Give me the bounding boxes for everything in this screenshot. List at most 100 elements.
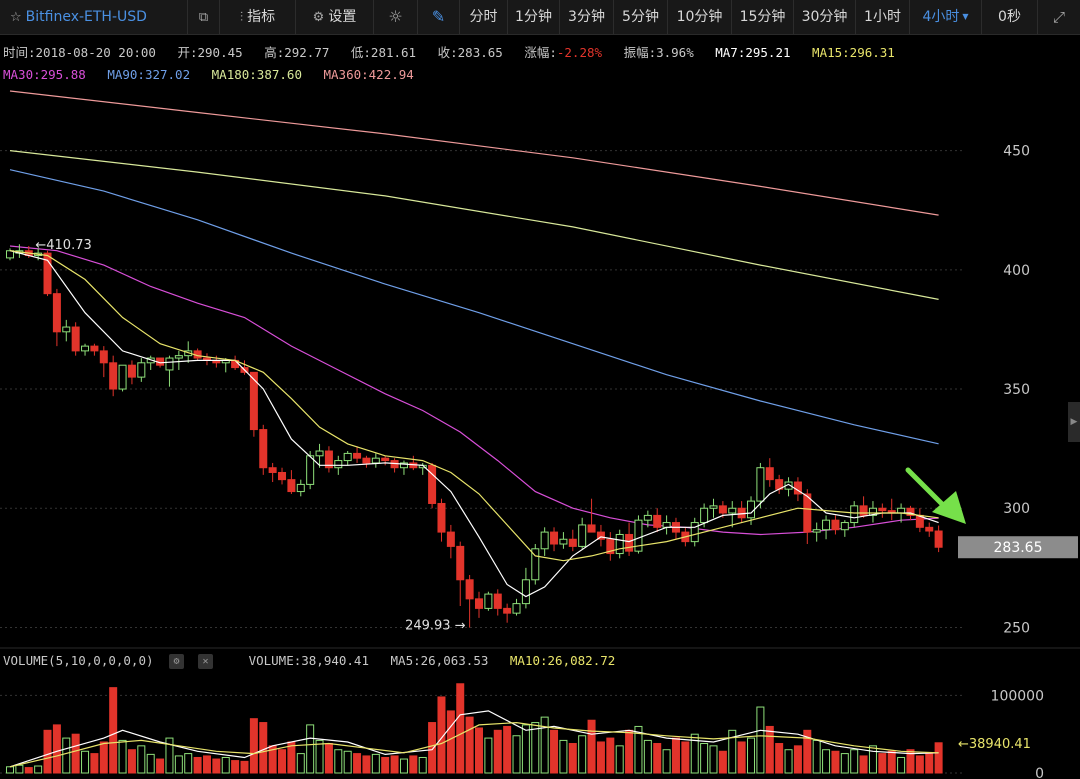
tab-timeframe-1h[interactable]: 1小时: [856, 0, 910, 34]
volume-bar: [90, 753, 99, 774]
volume-bar: [784, 749, 793, 774]
volume-bar: [399, 758, 408, 774]
volume-bar: [202, 755, 211, 774]
side-panel-toggle[interactable]: ▶: [1068, 402, 1080, 442]
candle-body: [559, 538, 568, 545]
countdown-label: 0秒: [998, 9, 1021, 25]
ma-line-ma7: [9, 250, 939, 598]
timeframe-label: 4小时: [922, 9, 960, 25]
share-button[interactable]: ⧉: [188, 0, 220, 34]
candle-body: [934, 530, 943, 548]
symbol-selector[interactable]: ☆ Bitfinex-ETH-USD: [0, 0, 188, 34]
volume-bar: [156, 758, 165, 774]
volume-bar: [587, 719, 596, 774]
volume-bar: [596, 741, 605, 774]
symbol-label: Bitfinex-ETH-USD: [25, 9, 147, 25]
candle-body: [859, 505, 868, 516]
candle-body: [568, 538, 577, 547]
volume-bar: [315, 739, 324, 774]
volume-bar: [521, 724, 530, 774]
volume-bar: [793, 745, 802, 774]
ma-line-ma15: [9, 250, 939, 562]
price-tick-label: 250: [1003, 620, 1030, 636]
volume-bar: [531, 722, 540, 774]
candle-body: [324, 450, 333, 469]
volume-bar: [362, 755, 371, 774]
share-icon: ⧉: [198, 10, 209, 25]
volume-bar: [418, 756, 427, 774]
candle-body: [503, 607, 512, 614]
candle-body: [690, 522, 699, 543]
volume-bar: [409, 755, 418, 774]
tab-timeframe-4h[interactable]: 4小时 ▼: [910, 0, 982, 34]
candle-body: [878, 507, 887, 512]
close-icon[interactable]: ✕: [198, 654, 214, 669]
tab-timeframe-1m[interactable]: 1分钟: [508, 0, 560, 34]
candle-body: [812, 529, 821, 533]
volume-bar: [231, 760, 240, 774]
volume-bar: [915, 755, 924, 774]
candle-body: [71, 326, 80, 352]
candle-body: [353, 452, 362, 459]
volume-bar: [127, 749, 136, 774]
volume-bar: [700, 743, 709, 774]
info-open: 开:290.45: [177, 45, 243, 60]
volume-bar: [99, 741, 108, 774]
settings-label: 设置: [328, 9, 357, 25]
candle-body: [118, 364, 127, 390]
volume-bar: [306, 724, 315, 774]
candle-body: [550, 531, 559, 545]
tab-timeframe-30m[interactable]: 30分钟: [794, 0, 856, 34]
timeframe-label: 1小时: [864, 9, 901, 25]
volume-bar: [840, 753, 849, 774]
star-icon[interactable]: ☆: [10, 10, 22, 25]
volume-bar: [568, 743, 577, 774]
volume-bar: [653, 743, 662, 774]
tab-timeframe-10m[interactable]: 10分钟: [668, 0, 732, 34]
gear-icon[interactable]: ⚙: [169, 654, 185, 669]
volume-bar: [343, 750, 352, 774]
theme-button[interactable]: ☼: [374, 0, 418, 34]
volume-bar: [765, 725, 774, 774]
fullscreen-icon: ⤢: [1052, 8, 1065, 26]
volume-bar: [446, 710, 455, 774]
tab-timeframe-3m[interactable]: 3分钟: [560, 0, 614, 34]
volume-bar: [193, 756, 202, 774]
indicators-button[interactable]: ⫶ 指标: [220, 0, 296, 34]
volume-bar: [34, 765, 43, 774]
draw-button[interactable]: ✎: [418, 0, 460, 34]
timeframe-label: 5分钟: [622, 9, 659, 25]
candle-body: [343, 452, 352, 462]
timeframe-label: 30分钟: [801, 9, 848, 25]
volume-tick-label: 100000: [991, 688, 1044, 704]
pencil-icon: ✎: [431, 7, 446, 26]
tab-timeframe-realtime[interactable]: 分时: [460, 0, 508, 34]
settings-button[interactable]: ⚙ 设置: [296, 0, 374, 34]
candle-body: [296, 483, 305, 493]
tab-timeframe-15m[interactable]: 15分钟: [732, 0, 794, 34]
tab-timeframe-5m[interactable]: 5分钟: [614, 0, 668, 34]
info-ma180: MA180:387.60: [211, 67, 302, 82]
candle-body: [840, 522, 849, 531]
candle-body: [456, 545, 465, 581]
candle-body: [587, 524, 596, 533]
candle-body: [137, 362, 146, 378]
volume-bar: [831, 750, 840, 774]
fullscreen-button[interactable]: ⤢: [1038, 0, 1080, 34]
volume-bar: [662, 749, 671, 774]
candle-body: [747, 500, 756, 519]
candle-body: [371, 457, 380, 464]
volume-bar: [390, 755, 399, 774]
candle-body: [165, 357, 174, 371]
volume-bar: [578, 735, 587, 774]
candle-body: [315, 450, 324, 457]
min-price-annotation: 249.93 →: [405, 619, 466, 634]
chevron-right-icon: ▶: [1070, 417, 1078, 427]
candle-body: [925, 526, 934, 532]
volume-bar: [634, 725, 643, 774]
candle-body: [249, 371, 258, 431]
volume-bar: [240, 760, 249, 774]
volume-bar: [71, 733, 80, 774]
volume-info-row: VOLUME(5,10,0,0,0,0) ⚙ ✕ VOLUME:38,940.41…: [3, 651, 629, 671]
chevron-down-icon: ▼: [962, 12, 969, 21]
